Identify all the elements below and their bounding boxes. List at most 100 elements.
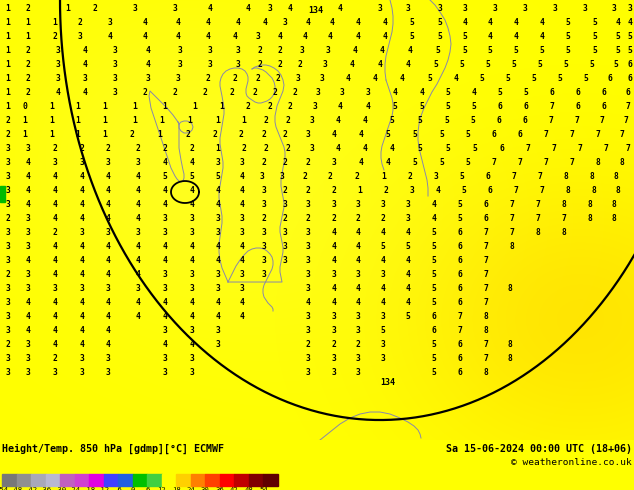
Text: 3: 3 xyxy=(162,284,167,293)
Text: 2: 2 xyxy=(276,74,280,82)
Text: 5: 5 xyxy=(444,116,450,124)
Text: 4: 4 xyxy=(106,297,110,307)
Text: 4: 4 xyxy=(363,116,368,124)
Text: 5: 5 xyxy=(432,297,436,307)
Text: 4: 4 xyxy=(385,157,391,167)
Text: 3: 3 xyxy=(25,242,30,250)
Text: 1: 1 xyxy=(6,31,10,41)
Text: 3: 3 xyxy=(326,46,330,54)
Text: 5: 5 xyxy=(524,88,528,97)
Text: 2: 2 xyxy=(202,88,207,97)
Text: 3: 3 xyxy=(309,144,314,152)
Text: 4: 4 xyxy=(540,18,545,26)
Text: 4: 4 xyxy=(106,255,110,265)
Text: 2: 2 xyxy=(356,340,361,348)
Text: 8: 8 xyxy=(595,157,600,167)
Text: 1: 1 xyxy=(49,129,55,139)
Text: 4: 4 xyxy=(79,270,84,278)
Text: 5: 5 xyxy=(463,31,467,41)
Text: 5: 5 xyxy=(462,186,467,195)
Text: 3: 3 xyxy=(283,199,287,209)
Text: 3: 3 xyxy=(356,199,361,209)
Text: 3: 3 xyxy=(306,255,311,265)
Text: 8: 8 xyxy=(592,186,597,195)
Text: 4: 4 xyxy=(106,340,110,348)
Text: 4: 4 xyxy=(53,242,58,250)
Text: 5: 5 xyxy=(616,31,621,41)
Text: 3: 3 xyxy=(332,325,337,335)
Text: 5: 5 xyxy=(463,46,467,54)
Text: 2: 2 xyxy=(93,3,98,13)
Text: 5: 5 xyxy=(514,46,519,54)
Text: 3: 3 xyxy=(25,353,30,363)
Text: 0: 0 xyxy=(23,101,27,111)
Text: 4: 4 xyxy=(136,312,141,320)
Text: 1: 1 xyxy=(75,129,81,139)
Text: 4: 4 xyxy=(406,284,410,293)
Text: 1: 1 xyxy=(133,101,138,111)
Bar xyxy=(176,474,191,486)
Text: 4: 4 xyxy=(190,186,195,195)
Text: 2: 2 xyxy=(25,46,30,54)
Text: 4: 4 xyxy=(349,59,354,69)
Text: 4: 4 xyxy=(240,172,245,180)
Text: 3: 3 xyxy=(295,74,301,82)
Text: 5: 5 xyxy=(557,74,562,82)
Text: 3: 3 xyxy=(6,227,10,237)
Text: 4: 4 xyxy=(382,31,387,41)
Text: 4: 4 xyxy=(82,59,87,69)
Text: 3: 3 xyxy=(56,59,60,69)
Bar xyxy=(104,474,118,486)
Text: 4: 4 xyxy=(136,172,141,180)
Text: 4: 4 xyxy=(25,157,30,167)
Text: 3: 3 xyxy=(283,227,287,237)
Text: 5: 5 xyxy=(458,214,462,222)
Text: 2: 2 xyxy=(257,46,262,54)
Text: 2: 2 xyxy=(205,74,210,82)
Text: 2: 2 xyxy=(285,144,290,152)
Text: 7: 7 xyxy=(538,172,543,180)
Text: 2: 2 xyxy=(212,129,217,139)
Text: 6: 6 xyxy=(458,284,462,293)
Text: 2: 2 xyxy=(129,129,134,139)
Text: 2: 2 xyxy=(278,46,282,54)
Text: 4: 4 xyxy=(176,31,181,41)
Text: 4: 4 xyxy=(146,59,150,69)
Text: 3: 3 xyxy=(306,129,311,139)
Text: 4: 4 xyxy=(143,31,148,41)
Text: 6: 6 xyxy=(522,116,527,124)
Text: 3: 3 xyxy=(332,368,337,376)
Text: 4: 4 xyxy=(436,186,441,195)
Text: 4: 4 xyxy=(406,297,410,307)
Text: 4: 4 xyxy=(540,31,545,41)
Text: 2: 2 xyxy=(306,214,311,222)
Text: 7: 7 xyxy=(543,157,548,167)
Text: 3: 3 xyxy=(162,227,167,237)
Text: 42: 42 xyxy=(230,487,239,490)
Text: 8: 8 xyxy=(562,227,566,237)
Bar xyxy=(133,474,147,486)
Text: 4: 4 xyxy=(79,325,84,335)
Text: 6: 6 xyxy=(517,129,522,139)
Text: 4: 4 xyxy=(628,18,633,26)
Text: 3: 3 xyxy=(236,59,240,69)
Text: 8: 8 xyxy=(508,340,512,348)
Text: 3: 3 xyxy=(216,270,221,278)
Text: 3: 3 xyxy=(216,284,221,293)
Text: 1: 1 xyxy=(242,116,247,124)
Text: 5: 5 xyxy=(538,59,543,69)
Text: 3: 3 xyxy=(437,3,443,13)
Text: 1: 1 xyxy=(65,3,70,13)
Text: -12: -12 xyxy=(97,487,110,490)
Text: 3: 3 xyxy=(340,88,344,97)
Bar xyxy=(220,474,235,486)
Text: 7: 7 xyxy=(536,214,540,222)
Text: 1: 1 xyxy=(23,129,27,139)
Text: 8: 8 xyxy=(590,172,595,180)
Text: 1: 1 xyxy=(103,101,107,111)
Text: 48: 48 xyxy=(245,487,254,490)
Text: 7: 7 xyxy=(484,284,488,293)
Text: 3: 3 xyxy=(612,3,616,13)
Text: -24: -24 xyxy=(68,487,81,490)
Text: 3: 3 xyxy=(25,214,30,222)
